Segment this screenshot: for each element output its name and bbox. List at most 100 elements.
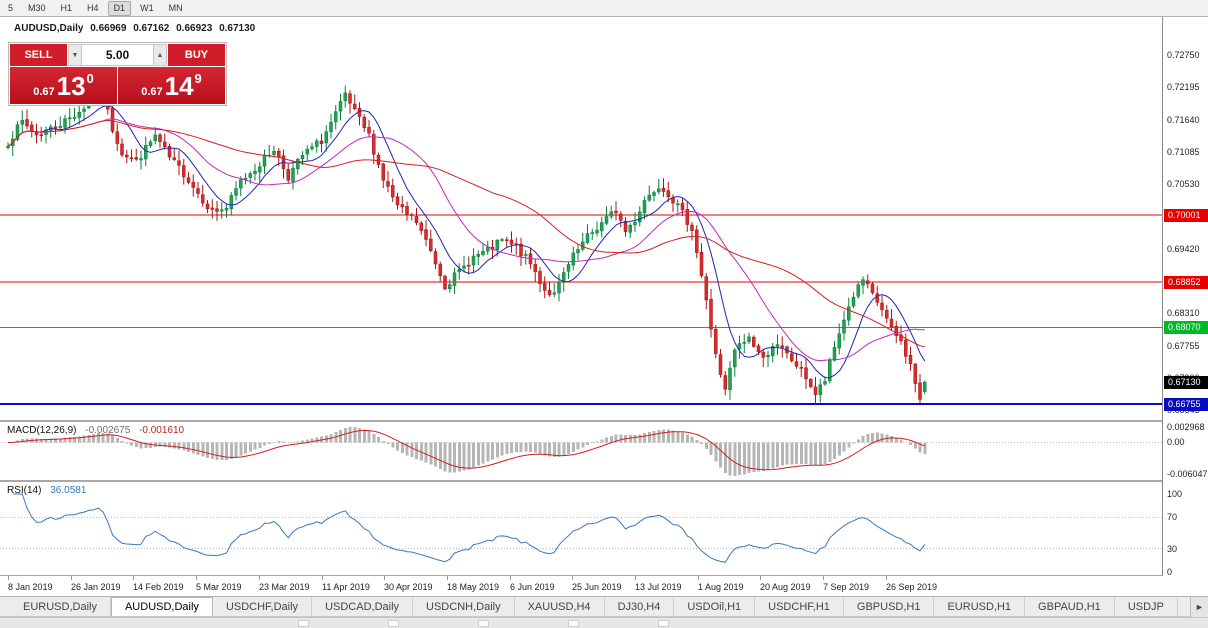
- date-axis-label: 25 Jun 2019: [572, 582, 622, 592]
- volume-increase-button[interactable]: ▲: [153, 45, 166, 65]
- status-bar-segment: [298, 620, 309, 627]
- level-price-label[interactable]: 0.70001: [1164, 209, 1208, 222]
- arrow-right-icon: ►: [1195, 602, 1204, 612]
- rsi-axis-label: 30: [1167, 543, 1178, 554]
- price-axis-label: 0.71640: [1167, 114, 1200, 125]
- rsi-axis-label: 70: [1167, 512, 1178, 523]
- chart-tab-usdoil-h1[interactable]: USDOil,H1: [674, 597, 756, 616]
- date-axis-label: 18 May 2019: [447, 582, 500, 592]
- buy-price-display[interactable]: 0.67 14 9: [118, 67, 225, 104]
- timeframe-button-m30[interactable]: M30: [28, 2, 46, 13]
- chart-tab-dj30-h4[interactable]: DJ30,H4: [604, 597, 675, 616]
- chart-tab-usdcad-daily[interactable]: USDCAD,Daily: [312, 597, 414, 616]
- date-axis-label: 23 Mar 2019: [259, 582, 310, 592]
- chart-open-value: 0.66969: [90, 23, 127, 34]
- macd-axis-label: -0.006047: [1167, 468, 1208, 479]
- chart-tab-gbpusd-h1[interactable]: GBPUSD,H1: [843, 597, 935, 616]
- rsi-chart-canvas: [0, 493, 1162, 563]
- date-tick: [510, 576, 511, 580]
- macd-axis-label: 0.002968: [1167, 422, 1205, 433]
- date-axis-label: 8 Jan 2019: [8, 582, 53, 592]
- date-tick: [760, 576, 761, 580]
- chart-tab-usdchf-h1[interactable]: USDCHF,H1: [755, 597, 844, 616]
- status-bar-segment: [388, 620, 399, 627]
- one-click-trading-widget: SELL ▼ 5.00 ▲ BUY 0.67 13 0: [8, 42, 227, 106]
- chart-tab-eurusd-h1[interactable]: EURUSD,H1: [934, 597, 1026, 616]
- status-bar-segment: [478, 620, 489, 627]
- level-price-label[interactable]: 0.66755: [1164, 398, 1208, 412]
- rsi-indicator-pane[interactable]: RSI(14) 36.0581: [0, 482, 1162, 575]
- buy-button[interactable]: BUY: [168, 44, 225, 66]
- price-chart-pane[interactable]: AUDUSD,Daily 0.66969 0.67162 0.66923 0.6…: [0, 17, 1162, 420]
- chart-tab-audusd-daily[interactable]: AUDUSD,Daily: [110, 597, 213, 616]
- chart-tab-usdjp[interactable]: USDJP: [1114, 597, 1178, 616]
- volume-decrease-button[interactable]: ▼: [69, 45, 82, 65]
- timeframe-button-mn[interactable]: MN: [168, 2, 183, 13]
- chart-high-value: 0.67162: [133, 23, 170, 34]
- status-bar: [0, 617, 1208, 628]
- rsi-axis-label: 0: [1167, 567, 1173, 576]
- date-tick: [447, 576, 448, 580]
- date-tick: [635, 576, 636, 580]
- date-tick: [71, 576, 72, 580]
- date-axis-label: 11 Apr 2019: [322, 582, 370, 592]
- sell-price-display[interactable]: 0.67 13 0: [10, 67, 117, 104]
- pane-separator[interactable]: [0, 420, 1208, 422]
- date-axis-label: 6 Jun 2019: [510, 582, 555, 592]
- macd-axis-label: 0.00: [1167, 437, 1185, 448]
- timeframe-toolbar: 5 M30 H1 H4 D1 W1 MN: [0, 0, 1208, 17]
- date-axis-label: 26 Jan 2019: [71, 582, 121, 592]
- chart-tab-gbpaud-h1[interactable]: GBPAUD,H1: [1025, 597, 1115, 616]
- date-tick: [572, 576, 573, 580]
- price-axis-label: 0.70530: [1167, 179, 1200, 190]
- timeframe-button-w1[interactable]: W1: [140, 2, 154, 13]
- date-axis-label: 13 Jul 2019: [635, 582, 682, 592]
- date-axis-label: 1 Aug 2019: [698, 582, 744, 592]
- date-tick: [384, 576, 385, 580]
- price-axis-label: 0.72195: [1167, 82, 1200, 93]
- macd-chart-canvas: [0, 427, 1162, 476]
- sell-price-point: 0: [86, 71, 94, 86]
- level-price-label[interactable]: 0.68852: [1164, 275, 1208, 289]
- pane-separator[interactable]: [0, 480, 1208, 482]
- sell-price-pips: 13: [56, 70, 86, 101]
- chart-tab-eurusd-daily[interactable]: EURUSD,Daily: [10, 597, 111, 616]
- chevron-up-icon: ▲: [156, 51, 164, 59]
- date-tick: [322, 576, 323, 580]
- date-axis-label: 14 Feb 2019: [133, 582, 184, 592]
- current-price-label: 0.67130: [1164, 376, 1208, 390]
- date-axis: 8 Jan 2019 26 Jan 2019 14 Feb 2019 5 Mar 20…: [0, 576, 1208, 597]
- timeframe-button-h1[interactable]: H1: [60, 2, 73, 13]
- timeframe-button-h4[interactable]: H4: [87, 2, 99, 13]
- date-axis-label: 26 Sep 2019: [886, 582, 938, 592]
- status-bar-segment: [568, 620, 579, 627]
- price-axis-label: 0.67755: [1167, 340, 1200, 351]
- chart-close-value: 0.67130: [219, 23, 256, 34]
- tab-scroll-right-button[interactable]: ►: [1190, 597, 1208, 617]
- price-chart-canvas[interactable]: [0, 17, 1162, 420]
- rsi-axis-label: 100: [1167, 489, 1183, 499]
- chart-tab-usdchf-daily[interactable]: USDCHF,Daily: [212, 597, 313, 616]
- chart-tab-usdcnh-daily[interactable]: USDCNH,Daily: [413, 597, 515, 616]
- chevron-down-icon: ▼: [71, 51, 79, 59]
- buy-price-pips: 14: [164, 70, 194, 101]
- date-tick: [259, 576, 260, 580]
- sell-price-base: 0.67: [33, 86, 55, 98]
- volume-input[interactable]: 5.00: [105, 48, 130, 62]
- date-tick: [886, 576, 887, 580]
- date-axis-label: 30 Apr 2019: [384, 582, 433, 592]
- timeframe-button-d1[interactable]: D1: [107, 0, 132, 16]
- status-bar-segment: [658, 620, 669, 627]
- volume-field: ▼ 5.00 ▲: [68, 44, 167, 66]
- buy-price-point: 9: [194, 71, 202, 86]
- macd-indicator-pane[interactable]: MACD(12,26,9) -0.002675 -0.001610: [0, 422, 1162, 480]
- level-price-label[interactable]: 0.68070: [1164, 321, 1208, 335]
- chart-tab-xauusd-h4[interactable]: XAUUSD,H4: [514, 597, 605, 616]
- date-tick: [823, 576, 824, 580]
- price-axis-label: 0.71085: [1167, 146, 1200, 157]
- timeframe-button-5[interactable]: 5: [8, 2, 14, 13]
- sell-button[interactable]: SELL: [10, 44, 67, 66]
- date-tick: [196, 576, 197, 580]
- chart-title-symbol: AUDUSD,Daily: [14, 23, 84, 34]
